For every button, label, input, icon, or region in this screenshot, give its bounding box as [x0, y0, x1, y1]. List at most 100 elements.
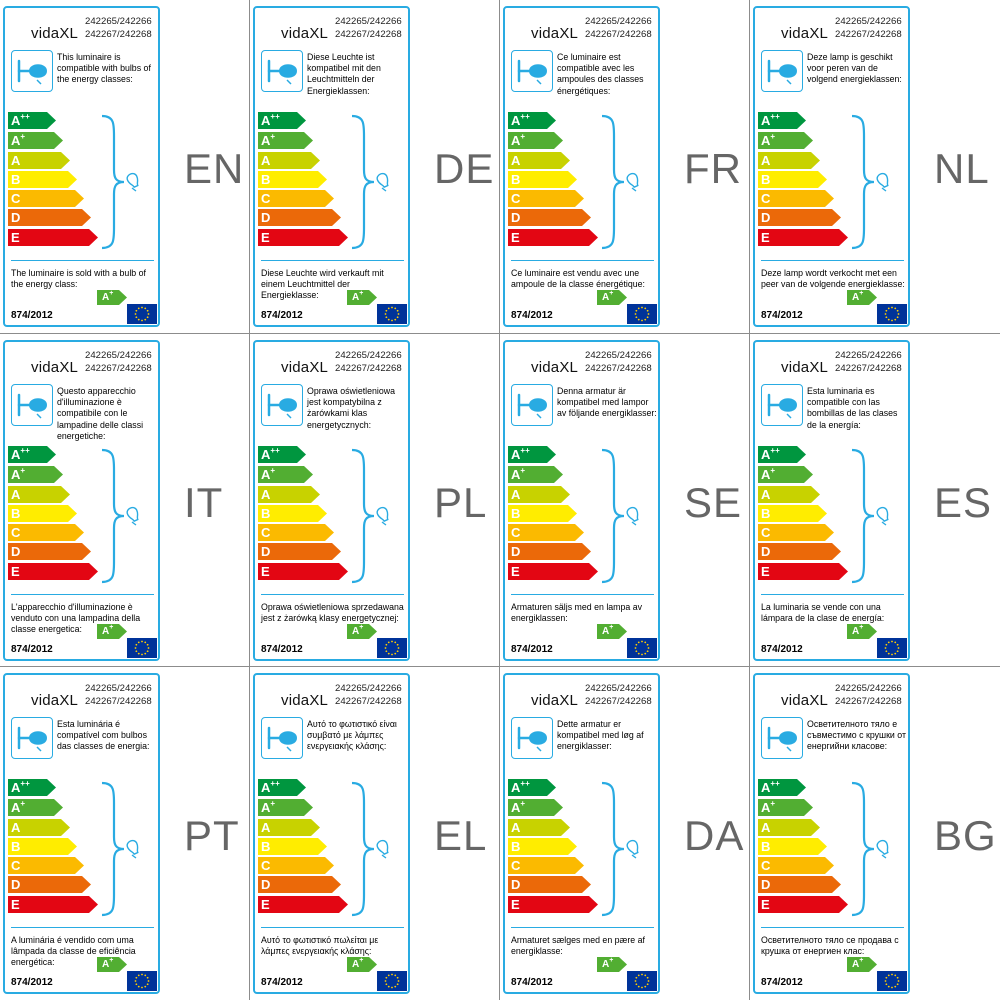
energy-class-step: C: [508, 857, 584, 874]
bulb-rating-label: A+: [102, 624, 114, 637]
energy-class-step: E: [758, 229, 848, 246]
regulation-number: 874/2012: [261, 310, 303, 321]
bulb-rating-arrow: A+: [347, 957, 377, 972]
energy-class-step: C: [508, 524, 584, 541]
energy-class-letter: C: [511, 525, 521, 540]
language-code: BG: [934, 812, 997, 859]
sold-with-text: Ce luminaire est vendu avec une ampoule …: [511, 268, 645, 290]
energy-class-scale: A++ A+ A B C D E: [508, 446, 598, 586]
product-codes-line-1: 242265/242266: [585, 16, 652, 27]
energy-class-plus: +: [520, 466, 526, 475]
energy-class-letter: B: [511, 172, 521, 187]
energy-class-step: B: [8, 838, 77, 855]
energy-label-card: vidaXL 242265/242266 242267/242268 Ce lu…: [503, 6, 660, 327]
energy-class-letter: A: [261, 800, 271, 815]
lamp-icon: [767, 393, 797, 419]
energy-class-step: A+: [8, 799, 63, 816]
energy-class-letter: A: [11, 487, 21, 502]
energy-class-step: A: [8, 486, 70, 503]
separator-line: [11, 260, 154, 261]
energy-class-step: A++: [508, 112, 556, 129]
energy-class-letter: E: [761, 897, 770, 912]
energy-class-step: D: [8, 209, 91, 226]
compatibility-text: Αυτό το φωτιστικό είναι συμβατό με λάμπε…: [307, 719, 397, 752]
energy-class-letter: A: [261, 447, 271, 462]
product-codes: 242265/242266 242267/242268: [85, 15, 152, 41]
energy-class-letter: B: [761, 172, 771, 187]
energy-class-plus: ++: [520, 446, 530, 455]
bulb-icon: [126, 839, 139, 859]
energy-class-letter: A: [11, 447, 21, 462]
separator-line: [511, 594, 654, 595]
energy-class-letter: D: [261, 210, 271, 225]
sold-with-text: Αυτό το φωτιστικό πωλείται με λάμπες ενε…: [261, 935, 379, 957]
energy-class-letter: B: [761, 506, 771, 521]
energy-class-step: E: [8, 229, 98, 246]
energy-class-plus: ++: [770, 779, 780, 788]
energy-class-letter: D: [761, 210, 771, 225]
product-codes-line-2: 242267/242268: [835, 696, 902, 707]
sold-with-text: Осветителното тяло се продава с крушка о…: [761, 935, 899, 957]
energy-class-step: C: [758, 524, 834, 541]
energy-class-letter: A: [261, 153, 271, 168]
energy-class-step: D: [258, 876, 341, 893]
language-code: ES: [934, 479, 993, 526]
product-codes: 242265/242266 242267/242268: [585, 682, 652, 708]
energy-class-scale: A++ A+ A B C D E: [8, 779, 98, 919]
bulb-rating-label: A+: [352, 290, 364, 303]
energy-class-plus: ++: [20, 779, 30, 788]
energy-class-letter: C: [11, 858, 21, 873]
energy-class-letter: B: [261, 839, 271, 854]
energy-label-cell: vidaXL 242265/242266 242267/242268 Esta …: [0, 667, 250, 1000]
energy-class-step: D: [758, 543, 841, 560]
language-code: EL: [434, 812, 488, 859]
energy-class-step: A: [758, 819, 820, 836]
energy-class-step: B: [258, 505, 327, 522]
regulation-number: 874/2012: [761, 977, 803, 988]
energy-class-letter: B: [11, 172, 21, 187]
lamp-icon: [767, 59, 797, 85]
product-codes: 242265/242266 242267/242268: [835, 349, 902, 375]
bulb-rating-label: A+: [352, 624, 364, 637]
grid-divider: [749, 0, 750, 1000]
bulb-rating-arrow: A+: [597, 957, 627, 972]
energy-class-letter: A: [11, 800, 21, 815]
lamp-icon: [517, 726, 547, 752]
bulb-rating-arrow: A+: [847, 624, 877, 639]
energy-class-letter: A: [511, 487, 521, 502]
product-codes-line-2: 242267/242268: [335, 363, 402, 374]
bulb-rating-label: A+: [352, 957, 364, 970]
compatibility-text: Ce luminaire est compatible avec les amp…: [557, 52, 644, 96]
energy-class-step: A: [508, 486, 570, 503]
product-codes-line-2: 242267/242268: [85, 363, 152, 374]
energy-class-letter: A: [11, 820, 21, 835]
compatibility-text: Esta luminaria es compatible con las bom…: [807, 386, 898, 430]
eu-flag-icon: [627, 304, 657, 324]
product-codes-line-2: 242267/242268: [835, 29, 902, 40]
language-code: FR: [684, 145, 742, 192]
energy-class-step: A++: [508, 446, 556, 463]
compatibility-text: Denna armatur är kompatibel med lampor a…: [557, 386, 657, 419]
brand-name: vidaXL: [781, 692, 829, 709]
bulb-icon: [626, 839, 639, 859]
brace-bulb-graphic: [848, 779, 898, 919]
energy-class-letter: B: [511, 839, 521, 854]
energy-label-cell: vidaXL 242265/242266 242267/242268 Opraw…: [250, 334, 500, 667]
energy-class-plus: +: [520, 799, 526, 808]
energy-class-step: A+: [758, 132, 813, 149]
sold-with-text: The luminaire is sold with a bulb of the…: [11, 268, 146, 290]
bulb-rating-arrow: A+: [347, 290, 377, 305]
product-codes: 242265/242266 242267/242268: [585, 15, 652, 41]
brace-bulb-graphic: [848, 112, 898, 252]
energy-class-step: A: [758, 152, 820, 169]
energy-class-step: B: [758, 171, 827, 188]
energy-class-letter: A: [511, 153, 521, 168]
regulation-number: 874/2012: [11, 310, 53, 321]
energy-label-card: vidaXL 242265/242266 242267/242268 Opraw…: [253, 340, 410, 661]
energy-label-card: vidaXL 242265/242266 242267/242268 Dette…: [503, 673, 660, 994]
energy-class-letter: A: [511, 133, 521, 148]
compatibility-text: Oprawa oświetleniowa jest kompatybilna z…: [307, 386, 396, 430]
eu-flag-icon: [377, 304, 407, 324]
product-codes-line-1: 242265/242266: [585, 350, 652, 361]
eu-flag-icon: [877, 971, 907, 991]
